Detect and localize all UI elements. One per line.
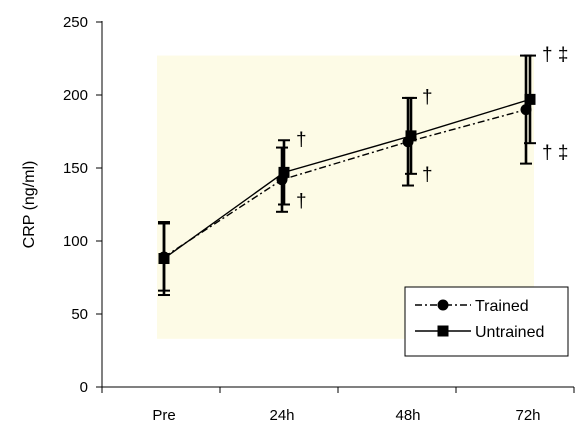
trained-significance-mark: † xyxy=(422,165,433,186)
legend-marker-trained xyxy=(437,299,449,311)
axes xyxy=(96,21,575,393)
legend-box xyxy=(404,286,569,357)
untrained-significance-mark: † xyxy=(296,129,307,150)
y-tick-label: 0 xyxy=(80,379,88,396)
y-tick-label: 200 xyxy=(63,87,88,104)
x-tick-label: 48h xyxy=(395,407,420,424)
y-tick-label: 100 xyxy=(63,233,88,250)
untrained-significance-mark: † xyxy=(422,87,433,108)
y-tick-label: 250 xyxy=(63,14,88,31)
x-tick-label: Pre xyxy=(152,407,175,424)
series-line-untrained xyxy=(163,98,531,260)
legend-label-untrained: Untrained xyxy=(475,324,544,341)
data-point-untrained xyxy=(405,130,417,142)
data-markers xyxy=(158,93,536,265)
y-axis-title: CRP (ng/ml) xyxy=(21,161,38,249)
y-tick-label: 150 xyxy=(63,160,88,177)
data-point-untrained xyxy=(278,166,290,178)
significance-annotations: † † † † † ‡ † ‡ xyxy=(296,45,568,212)
legend-label-trained: Trained xyxy=(475,298,529,315)
data-point-untrained xyxy=(524,93,536,105)
x-tick-label: 72h xyxy=(515,407,540,424)
trained-significance-mark: † xyxy=(296,191,307,212)
series-line-trained xyxy=(163,108,527,258)
tick-labels: 0 50 100 150 200 250 Pre 24h 48h 72h xyxy=(63,14,541,424)
data-point-trained xyxy=(520,104,532,116)
y-tick-label: 50 xyxy=(71,306,88,323)
trained-significance-mark: † ‡ xyxy=(542,143,568,164)
x-tick-label: 24h xyxy=(269,407,294,424)
legend: Trained Untrained xyxy=(404,286,569,357)
data-point-untrained xyxy=(158,253,170,265)
legend-marker-untrained xyxy=(437,325,449,337)
untrained-significance-mark: † ‡ xyxy=(542,45,568,66)
series-lines xyxy=(163,98,531,260)
